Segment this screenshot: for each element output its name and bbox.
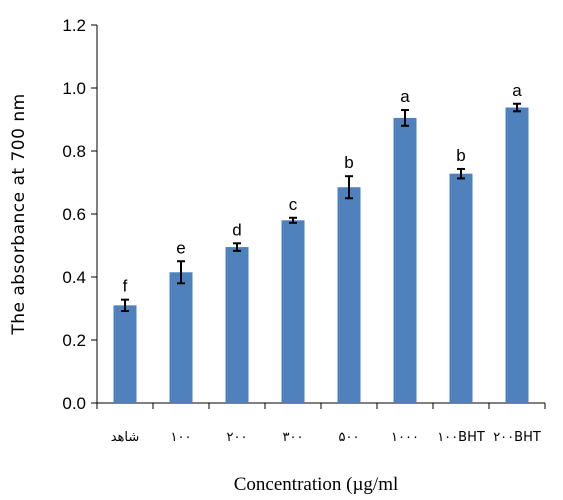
bar xyxy=(281,220,305,403)
x-tick-label: ۱۰۰ xyxy=(171,430,192,445)
y-tick-label: 0.4 xyxy=(62,268,86,287)
y-tick-label: 1.0 xyxy=(62,79,86,98)
bar xyxy=(505,107,529,403)
significance-letter: b xyxy=(456,146,465,165)
significance-letter: d xyxy=(232,220,241,239)
x-tick-label: ۳۰۰ xyxy=(283,430,304,445)
y-tick-label: 0.8 xyxy=(62,142,86,161)
x-tick-label: شاهد xyxy=(111,430,140,445)
bar xyxy=(337,187,361,403)
bar xyxy=(225,247,249,403)
y-ticks: 0.0 0.2 0.4 0.6 0.8 1.0 1.2 xyxy=(62,16,97,413)
x-tick-label: ۲۰۰BHT xyxy=(493,430,541,445)
bar xyxy=(113,305,137,403)
significance-letter: c xyxy=(289,195,298,214)
x-ticks: شاهد ۱۰۰ ۲۰۰ ۳۰۰ ۵۰۰ ۱۰۰۰ ۱۰۰BHT ۲۰۰BHT xyxy=(96,403,546,445)
bars xyxy=(113,107,529,404)
y-tick-label: 0.2 xyxy=(62,331,86,350)
significance-letter: f xyxy=(123,277,128,296)
bar xyxy=(449,173,473,403)
axes xyxy=(96,25,545,404)
significance-letter: a xyxy=(512,81,522,100)
significance-letter: b xyxy=(344,153,353,172)
x-tick-label: ۱۰۰۰ xyxy=(391,430,419,445)
significance-letter: a xyxy=(400,87,410,106)
y-tick-label: 1.2 xyxy=(62,16,86,35)
y-tick-label: 0.0 xyxy=(62,394,86,413)
significance-letters: f e d c b a b a xyxy=(123,81,523,296)
y-axis-label: The absorbance at 700 nm xyxy=(9,93,29,335)
x-tick-label: ۱۰۰BHT xyxy=(437,430,485,445)
bar xyxy=(169,272,193,403)
x-tick-label: ۵۰۰ xyxy=(339,430,360,445)
error-bars xyxy=(121,102,521,313)
significance-letter: e xyxy=(176,238,185,257)
x-tick-label: ۲۰۰ xyxy=(227,430,248,445)
bar xyxy=(393,117,417,404)
x-axis-label: Concentration (µg/ml xyxy=(234,474,399,495)
y-tick-label: 0.6 xyxy=(62,205,86,224)
